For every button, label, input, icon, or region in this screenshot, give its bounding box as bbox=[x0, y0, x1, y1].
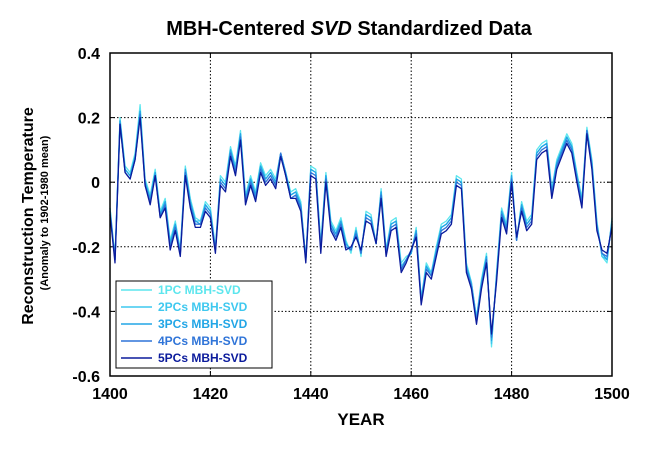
tick-labels: 1400 1420 1440 1460 1480 1500 -0.6 -0.4 -0.2 0 0.2… bbox=[72, 46, 629, 403]
series-line-1 bbox=[109, 104, 613, 348]
x-tick-label: 1420 bbox=[193, 386, 229, 403]
x-axis-label: YEAR bbox=[337, 410, 384, 429]
y-tick-label: -0.4 bbox=[72, 304, 100, 321]
series-line-4 bbox=[109, 113, 613, 338]
x-tick-label: 1460 bbox=[393, 386, 429, 403]
legend: 1PC MBH-SVD 2PCs MBH-SVD 3PCs MBH-SVD 4PCs … bbox=[115, 280, 273, 369]
y-tick-label: 0 bbox=[91, 175, 100, 192]
x-tick-label: 1500 bbox=[594, 386, 630, 403]
series-line-5 bbox=[109, 116, 613, 335]
y-axis-sublabel: (Anomaly to 1902-1980 mean) bbox=[39, 135, 51, 290]
x-tick-label: 1440 bbox=[293, 386, 329, 403]
y-tick-label: 0.2 bbox=[78, 111, 100, 128]
legend-label-4: 4PCs MBH-SVD bbox=[158, 334, 248, 348]
y-axis-label: Reconstruction Temperature bbox=[20, 107, 37, 325]
legend-label-1: 1PC MBH-SVD bbox=[158, 283, 241, 297]
y-tick-label: 0.4 bbox=[78, 46, 100, 63]
y-tick-label: -0.2 bbox=[72, 240, 100, 257]
x-tick-label: 1480 bbox=[494, 386, 530, 403]
legend-label-3: 3PCs MBH-SVD bbox=[158, 317, 248, 331]
y-tick-label: -0.6 bbox=[72, 369, 100, 386]
legend-label-2: 2PCs MBH-SVD bbox=[158, 300, 248, 314]
legend-label-5: 5PCs MBH-SVD bbox=[158, 351, 248, 365]
chart-title: MBH-Centered SVD Standardized Data bbox=[166, 18, 532, 40]
plot-frame bbox=[109, 52, 613, 377]
series-layer bbox=[109, 104, 613, 348]
x-tick-label: 1400 bbox=[92, 386, 128, 403]
